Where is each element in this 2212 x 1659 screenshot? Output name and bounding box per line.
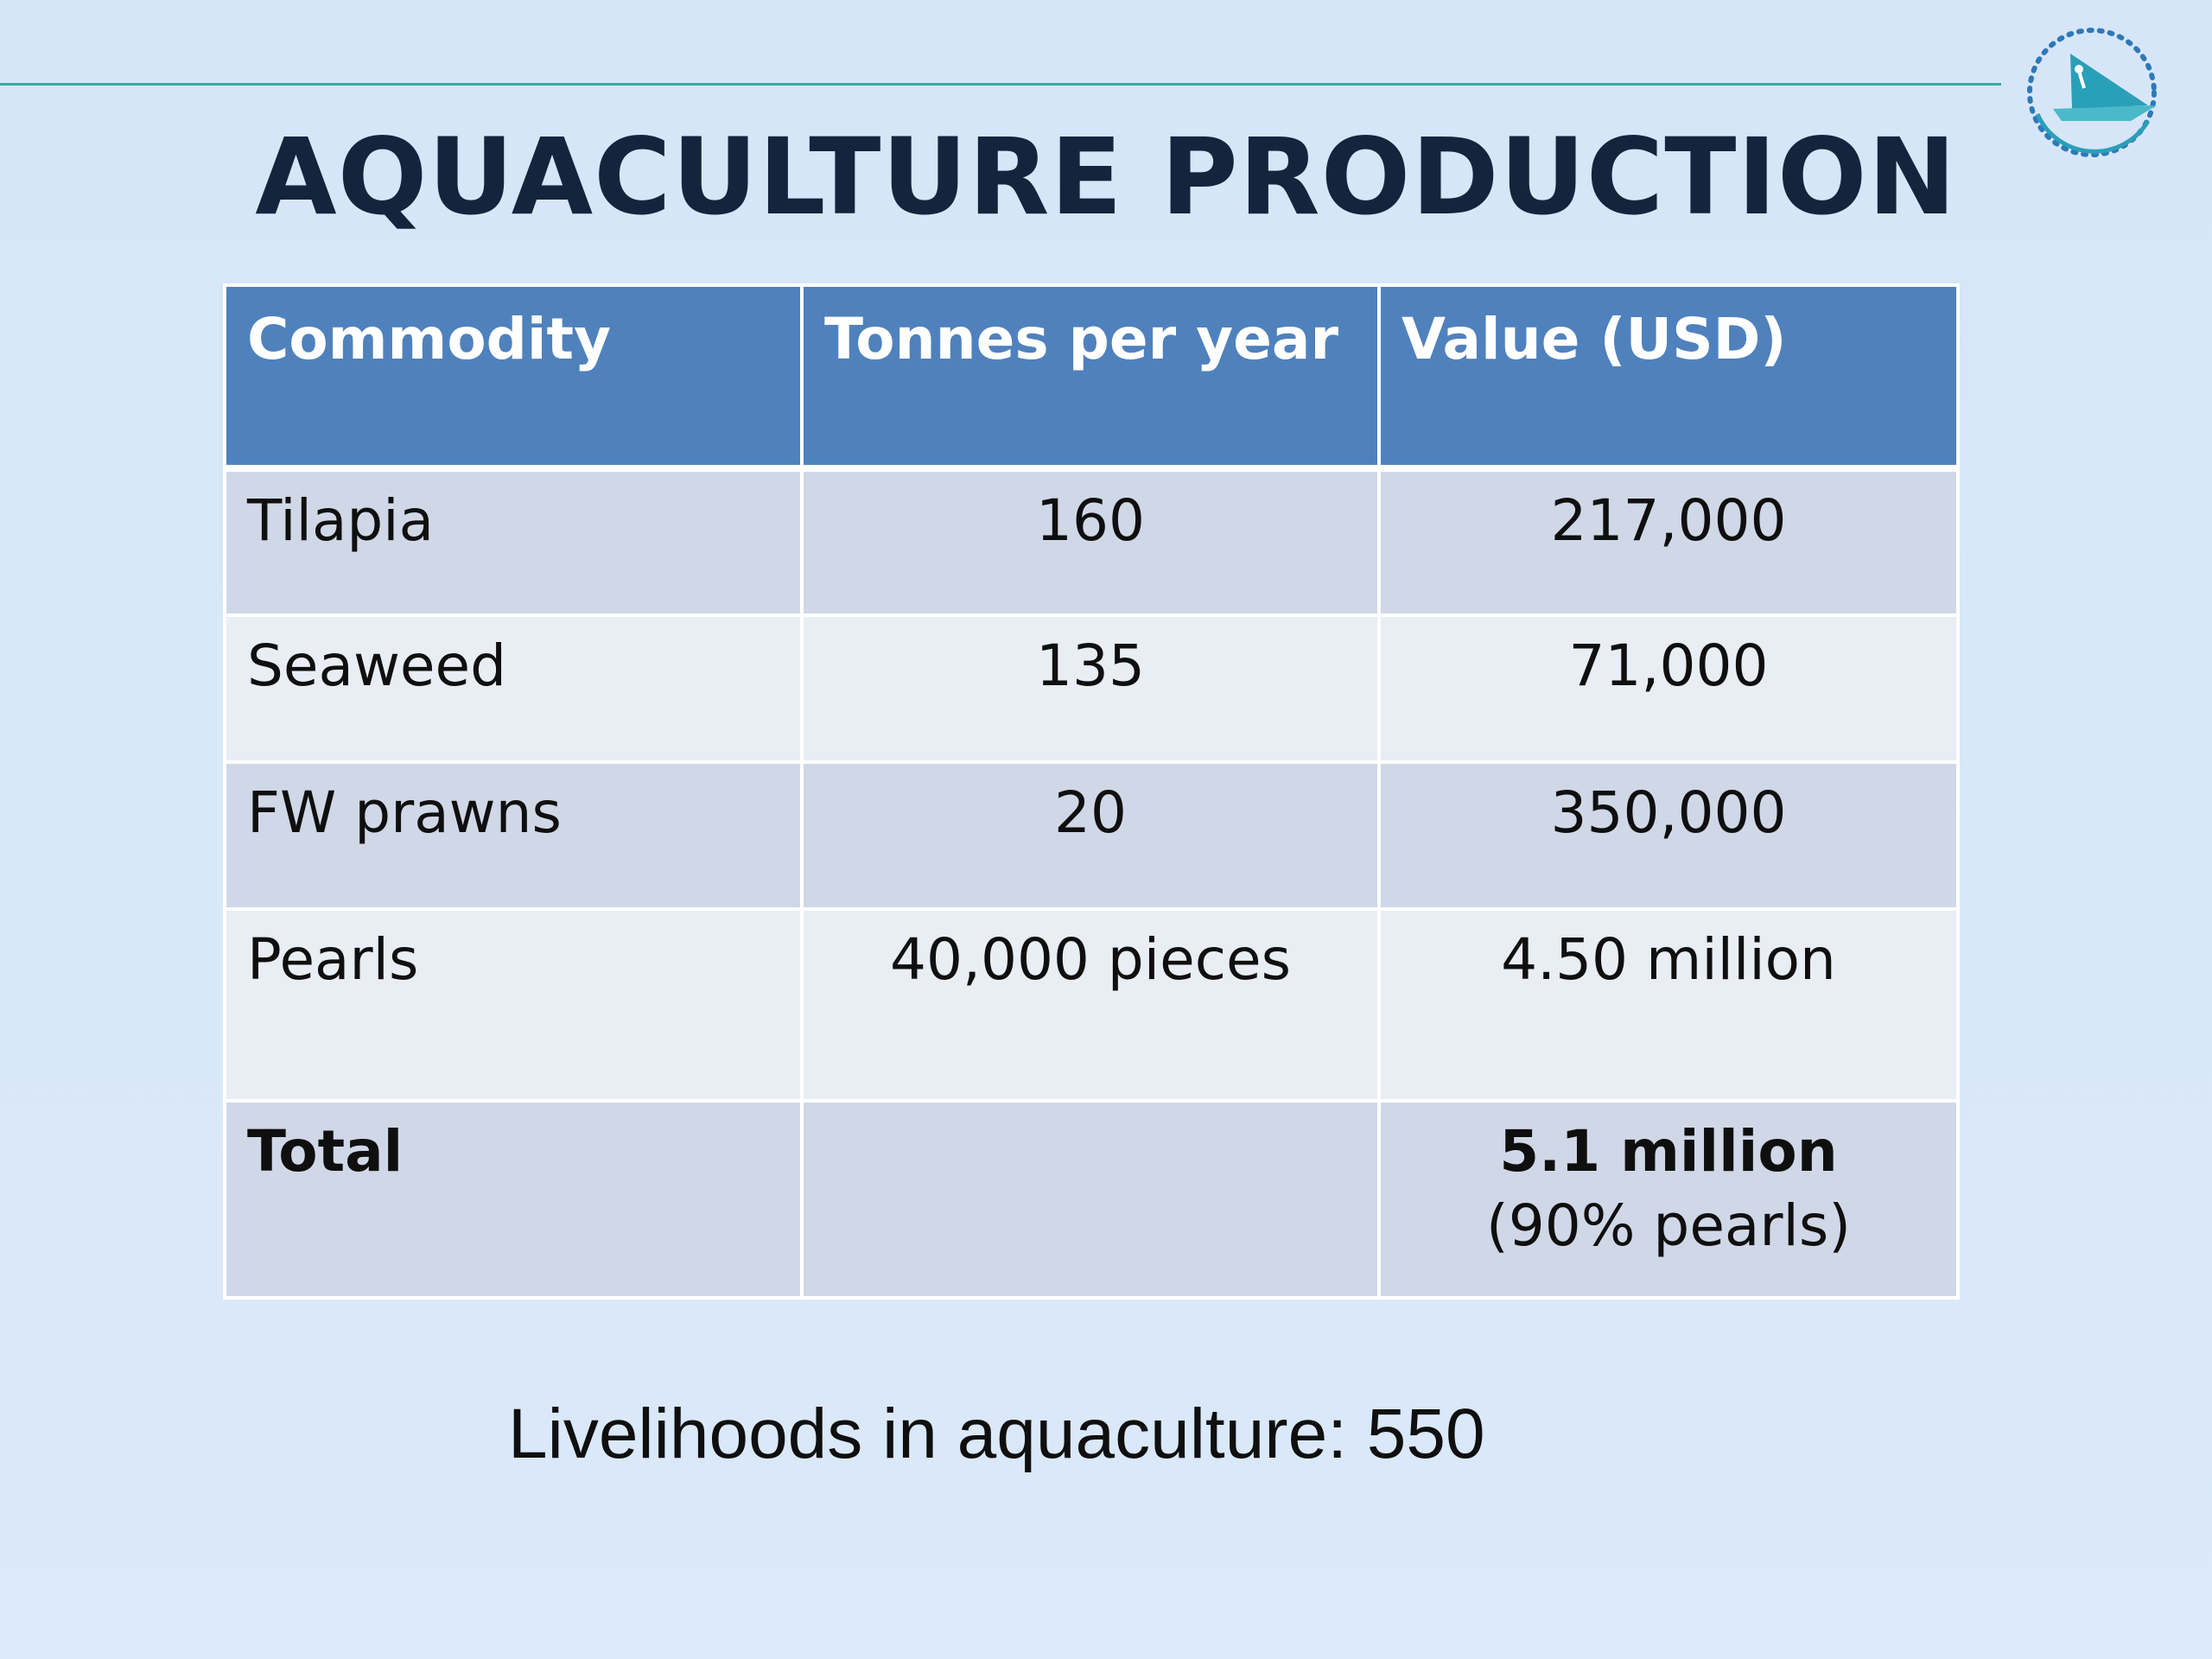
value-cell: 217,000	[1377, 467, 1960, 617]
commodity-cell: FW prawns	[223, 760, 804, 911]
tonnes-cell: 20	[800, 760, 1381, 911]
total-value-note: (90% pearls)	[1486, 1192, 1851, 1259]
production-table: Commodity Tonnes per year Value (USD) Ti…	[223, 283, 1960, 1300]
total-row: Total 5.1 million (90% pearls)	[223, 1099, 1960, 1300]
header-value: Value (USD)	[1377, 283, 1960, 470]
tonnes-cell: 135	[800, 613, 1381, 764]
value-cell: 71,000	[1377, 613, 1960, 764]
header-commodity: Commodity	[223, 283, 804, 470]
total-value-cell: 5.1 million (90% pearls)	[1377, 1099, 1960, 1300]
commodity-cell: Seaweed	[223, 613, 804, 764]
value-cell: 350,000	[1377, 760, 1960, 911]
table-row: Pearls 40,000 pieces 4.50 million	[223, 907, 1960, 1103]
livelihoods-footer: Livelihoods in aquaculture: 550	[508, 1395, 1485, 1473]
page-title: AQUACULTURE PRODUCTION	[255, 116, 1957, 238]
commodity-cell: Tilapia	[223, 467, 804, 617]
table-row: Tilapia 160 217,000	[223, 467, 1960, 617]
table-header-row: Commodity Tonnes per year Value (USD)	[223, 283, 1960, 470]
sail-boat-logo-icon	[2027, 28, 2157, 157]
production-table-container: Commodity Tonnes per year Value (USD) Ti…	[223, 283, 1960, 1300]
header-tonnes: Tonnes per year	[800, 283, 1381, 470]
commodity-cell: Pearls	[223, 907, 804, 1103]
tonnes-cell: 40,000 pieces	[800, 907, 1381, 1103]
top-divider	[0, 83, 2001, 86]
total-value: 5.1 million	[1499, 1118, 1838, 1185]
tonnes-cell: 160	[800, 467, 1381, 617]
total-label-cell: Total	[223, 1099, 804, 1300]
value-cell: 4.50 million	[1377, 907, 1960, 1103]
table-row: Seaweed 135 71,000	[223, 613, 1960, 764]
total-tonnes-cell	[800, 1099, 1381, 1300]
table-row: FW prawns 20 350,000	[223, 760, 1960, 911]
